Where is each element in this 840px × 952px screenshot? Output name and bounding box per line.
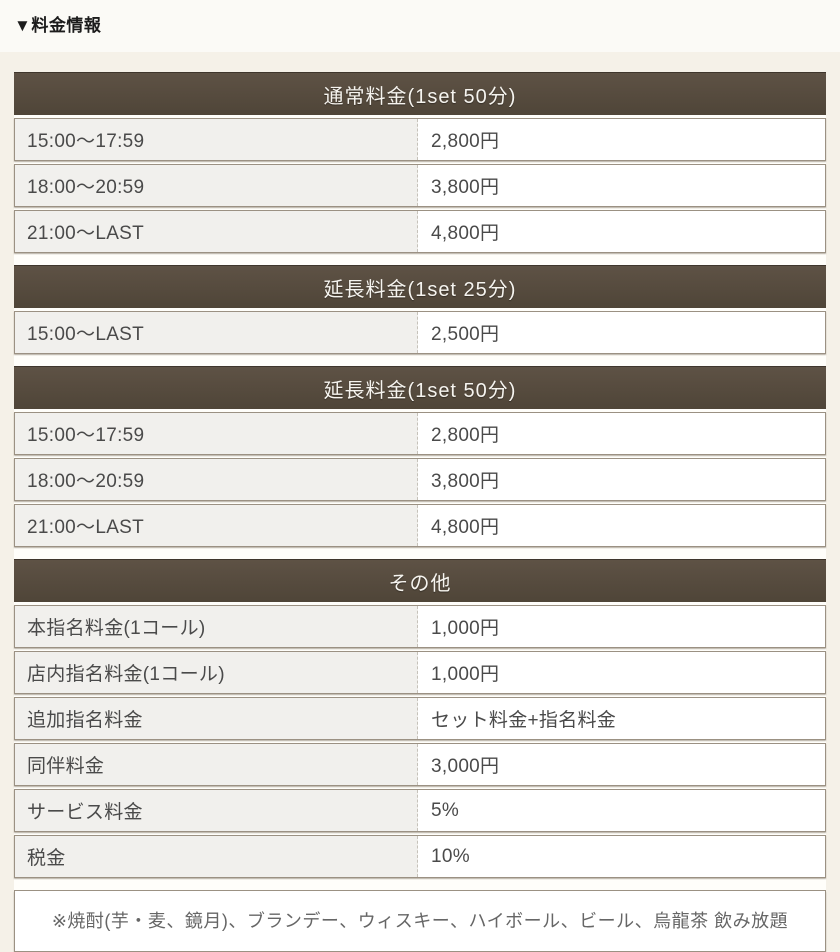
footnote-box: ※焼酎(芋・麦、鏡月)、ブランデー、ウィスキー、ハイボール、ビール、烏龍茶 飲み… bbox=[14, 890, 826, 952]
pricing-section: 延長料金(1set 50分) 15:00〜17:59 2,800円 18:00〜20:… bbox=[14, 366, 826, 547]
row-label: サービス料金 bbox=[15, 790, 418, 831]
section-header: 延長料金(1set 50分) bbox=[14, 366, 826, 409]
row-label: 追加指名料金 bbox=[15, 698, 418, 739]
page-title: ▼料金情報 bbox=[14, 16, 102, 35]
row-label: 税金 bbox=[15, 836, 418, 877]
table-row: 店内指名料金(1コール) 1,000円 bbox=[14, 651, 826, 694]
pricing-tables: 通常料金(1set 50分) 15:00〜17:59 2,800円 18:00〜20:… bbox=[14, 72, 826, 952]
section-header: 延長料金(1set 25分) bbox=[14, 265, 826, 308]
row-value: 2,800円 bbox=[418, 413, 825, 454]
table-row: 本指名料金(1コール) 1,000円 bbox=[14, 605, 826, 648]
row-label: 店内指名料金(1コール) bbox=[15, 652, 418, 693]
table-row: 同伴料金 3,000円 bbox=[14, 743, 826, 786]
row-value: 2,500円 bbox=[418, 312, 825, 353]
table-row: サービス料金 5% bbox=[14, 789, 826, 832]
row-label: 15:00〜LAST bbox=[15, 312, 418, 353]
table-row: 15:00〜17:59 2,800円 bbox=[14, 118, 826, 161]
row-value: 4,800円 bbox=[418, 211, 825, 252]
row-value: 1,000円 bbox=[418, 652, 825, 693]
table-row: 15:00〜17:59 2,800円 bbox=[14, 412, 826, 455]
pricing-section: その他 本指名料金(1コール) 1,000円 店内指名料金(1コール) 1,000円 追加… bbox=[14, 559, 826, 878]
row-label: 本指名料金(1コール) bbox=[15, 606, 418, 647]
row-value: セット料金+指名料金 bbox=[418, 698, 825, 739]
row-label: 15:00〜17:59 bbox=[15, 413, 418, 454]
row-value: 2,800円 bbox=[418, 119, 825, 160]
row-label: 21:00〜LAST bbox=[15, 505, 418, 546]
table-row: 税金 10% bbox=[14, 835, 826, 878]
table-row: 21:00〜LAST 4,800円 bbox=[14, 210, 826, 253]
pricing-section: 延長料金(1set 25分) 15:00〜LAST 2,500円 bbox=[14, 265, 826, 354]
row-value: 10% bbox=[418, 836, 825, 877]
row-value: 3,800円 bbox=[418, 459, 825, 500]
row-label: 同伴料金 bbox=[15, 744, 418, 785]
row-value: 3,000円 bbox=[418, 744, 825, 785]
table-row: 追加指名料金 セット料金+指名料金 bbox=[14, 697, 826, 740]
row-value: 3,800円 bbox=[418, 165, 825, 206]
row-value: 1,000円 bbox=[418, 606, 825, 647]
row-label: 15:00〜17:59 bbox=[15, 119, 418, 160]
top-bar: ▼料金情報 bbox=[0, 0, 840, 52]
row-label: 18:00〜20:59 bbox=[15, 165, 418, 206]
row-value: 5% bbox=[418, 790, 825, 831]
row-label: 21:00〜LAST bbox=[15, 211, 418, 252]
table-row: 15:00〜LAST 2,500円 bbox=[14, 311, 826, 354]
table-row: 21:00〜LAST 4,800円 bbox=[14, 504, 826, 547]
pricing-section: 通常料金(1set 50分) 15:00〜17:59 2,800円 18:00〜20:… bbox=[14, 72, 826, 253]
pricing-content: 通常料金(1set 50分) 15:00〜17:59 2,800円 18:00〜20:… bbox=[0, 52, 840, 952]
table-row: 18:00〜20:59 3,800円 bbox=[14, 164, 826, 207]
footnote-text: ※焼酎(芋・麦、鏡月)、ブランデー、ウィスキー、ハイボール、ビール、烏龍茶 飲み… bbox=[51, 910, 789, 931]
section-header: その他 bbox=[14, 559, 826, 602]
row-value: 4,800円 bbox=[418, 505, 825, 546]
section-header: 通常料金(1set 50分) bbox=[14, 72, 826, 115]
row-label: 18:00〜20:59 bbox=[15, 459, 418, 500]
table-row: 18:00〜20:59 3,800円 bbox=[14, 458, 826, 501]
